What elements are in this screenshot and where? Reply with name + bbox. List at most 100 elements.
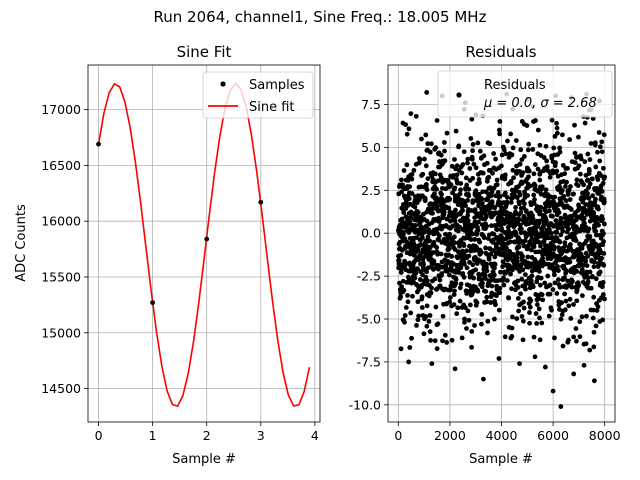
residual-point: [494, 227, 500, 233]
residual-point: [470, 262, 476, 268]
residual-point: [566, 226, 572, 232]
sine-fit-legend: Samples Sine fit: [202, 71, 314, 119]
residual-point: [402, 313, 408, 318]
residual-point: [553, 218, 559, 223]
residual-point: [495, 190, 501, 195]
residual-point: [527, 304, 533, 310]
residual-point: [514, 258, 520, 264]
residual-point: [585, 191, 590, 196]
residual-point: [479, 200, 485, 206]
residual-point: [477, 180, 482, 186]
residual-point: [444, 130, 450, 136]
sample-point: [258, 199, 264, 205]
residual-point: [479, 312, 485, 317]
residual-point: [555, 277, 561, 283]
residual-point: [401, 168, 407, 173]
residual-point: [591, 264, 597, 270]
residual-point: [493, 156, 498, 162]
residual-point: [515, 278, 521, 284]
residual-outlier-point: [542, 364, 548, 370]
residual-point: [564, 179, 569, 185]
residual-point: [405, 177, 411, 183]
residual-point: [485, 330, 490, 336]
residual-point: [590, 245, 596, 251]
residual-point: [518, 226, 524, 232]
sine-fit-xlabel: Sample #: [172, 452, 236, 467]
residual-point: [518, 230, 524, 236]
residual-point: [529, 268, 535, 274]
residual-point: [396, 257, 402, 263]
residual-point: [568, 206, 574, 212]
residual-point: [408, 310, 414, 316]
residual-point: [552, 194, 558, 200]
residual-point: [563, 184, 568, 189]
residual-point: [475, 288, 481, 294]
residual-point: [412, 275, 418, 281]
residual-point: [553, 160, 558, 166]
residual-point: [399, 216, 405, 222]
residuals-legend-box: [437, 70, 613, 118]
residual-point: [449, 163, 455, 169]
residual-point: [527, 320, 532, 326]
residual-point: [526, 174, 531, 180]
residual-point: [401, 287, 407, 293]
residual-point: [536, 249, 542, 255]
residual-point: [595, 177, 601, 183]
residual-point: [402, 319, 407, 325]
residual-point: [423, 163, 429, 169]
residual-point: [466, 186, 472, 192]
residual-point: [562, 291, 568, 297]
residual-point: [479, 321, 484, 327]
residual-point: [590, 238, 596, 244]
residual-point: [456, 270, 462, 275]
residual-point: [520, 337, 526, 343]
residual-point: [520, 253, 525, 259]
residual-point: [449, 254, 455, 259]
residual-point: [525, 254, 531, 260]
residual-point: [560, 132, 565, 138]
residual-point: [556, 210, 562, 215]
residual-point: [515, 285, 521, 290]
residual-point: [571, 334, 577, 340]
residual-point: [453, 277, 459, 282]
residual-point: [409, 171, 415, 177]
residual-point: [447, 231, 453, 237]
residual-point: [581, 215, 587, 221]
residual-point: [594, 308, 600, 313]
residual-point: [440, 338, 445, 344]
residual-point: [521, 153, 527, 159]
residual-point: [546, 313, 552, 319]
residual-point: [531, 201, 537, 206]
residual-point: [572, 150, 578, 156]
residual-point: [498, 269, 503, 275]
residual-point: [548, 231, 554, 236]
residual-point: [445, 259, 451, 265]
residual-point: [584, 313, 589, 319]
legend-residuals-stats: μ = 0.0, σ = 2.68: [483, 96, 597, 111]
residual-point: [408, 215, 414, 221]
residual-point: [403, 122, 409, 128]
residual-point: [551, 145, 557, 151]
residual-point: [525, 193, 530, 198]
residual-point: [470, 142, 476, 147]
residual-point: [481, 153, 487, 159]
residual-point: [466, 253, 472, 259]
residual-point: [474, 300, 480, 306]
residual-point: [473, 267, 479, 273]
residual-point: [536, 306, 542, 312]
residual-point: [470, 175, 476, 181]
residual-point: [517, 192, 523, 198]
residual-point: [599, 139, 605, 145]
residual-point: [424, 303, 430, 309]
residual-point: [547, 291, 553, 297]
residual-point: [472, 207, 478, 213]
residual-point: [476, 219, 481, 225]
sine-fit-xtick-label: 3: [257, 428, 265, 443]
residual-point: [469, 116, 475, 122]
residual-point: [416, 313, 422, 319]
residual-point: [464, 248, 469, 254]
residual-point: [424, 181, 429, 187]
residual-point: [580, 293, 585, 299]
residual-point: [453, 281, 459, 286]
residual-point: [432, 338, 438, 344]
